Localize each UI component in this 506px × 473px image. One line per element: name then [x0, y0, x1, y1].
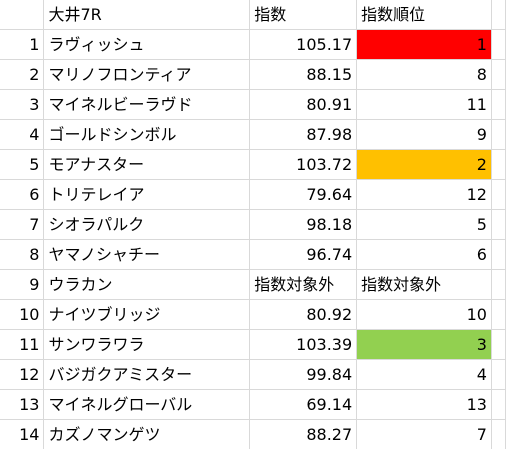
rank-header-cell[interactable]: 指数順位 — [356, 0, 492, 30]
row-number-cell[interactable]: 1 — [0, 29, 45, 60]
score-cell[interactable]: 96.74 — [249, 239, 358, 270]
data-grid: 大井7R 指数 指数順位 1 ラヴィッシュ 105.17 1 2 マリノフロンティア 88.… — [0, 0, 506, 449]
rank-cell[interactable]: 8 — [356, 59, 492, 90]
horse-name-cell[interactable]: ラヴィッシュ — [43, 29, 251, 60]
rank-cell[interactable]: 10 — [356, 299, 492, 330]
horse-name-cell[interactable]: サンワラワラ — [43, 329, 251, 360]
score-cell[interactable]: 87.98 — [249, 119, 358, 150]
table-row: 4 ゴールドシンボル 87.98 9 — [0, 119, 506, 150]
horse-name-cell[interactable]: バジガクアミスター — [43, 359, 251, 390]
empty-cell[interactable] — [491, 269, 506, 300]
rank-cell[interactable]: 6 — [356, 239, 492, 270]
empty-cell[interactable] — [491, 209, 506, 240]
rank-cell[interactable]: 指数対象外 — [356, 269, 492, 300]
table-row: 12 バジガクアミスター 99.84 4 — [0, 359, 506, 390]
horse-name-cell[interactable]: マイネルビーラヴド — [43, 89, 251, 120]
horse-name-cell[interactable]: モアナスター — [43, 149, 251, 180]
table-row: 9 ウラカン 指数対象外 指数対象外 — [0, 269, 506, 300]
score-cell[interactable]: 88.15 — [249, 59, 358, 90]
empty-cell[interactable] — [491, 149, 506, 180]
score-cell[interactable]: 98.18 — [249, 209, 358, 240]
row-number-cell[interactable]: 3 — [0, 89, 45, 120]
empty-cell[interactable] — [491, 419, 506, 449]
horse-name-cell[interactable]: シオラパルク — [43, 209, 251, 240]
row-number-cell[interactable]: 13 — [0, 389, 45, 420]
race-title-cell[interactable]: 大井7R — [43, 0, 251, 30]
row-number-cell[interactable]: 5 — [0, 149, 45, 180]
row-number-cell[interactable]: 12 — [0, 359, 45, 390]
empty-cell[interactable] — [491, 239, 506, 270]
horse-name-cell[interactable]: ウラカン — [43, 269, 251, 300]
score-header-cell[interactable]: 指数 — [249, 0, 358, 30]
empty-cell[interactable] — [491, 359, 506, 390]
row-number-cell[interactable]: 8 — [0, 239, 45, 270]
empty-cell[interactable] — [491, 0, 506, 30]
table-row: 2 マリノフロンティア 88.15 8 — [0, 59, 506, 90]
rank-cell[interactable]: 11 — [356, 89, 492, 120]
table-row: 5 モアナスター 103.72 2 — [0, 149, 506, 180]
rank-cell[interactable]: 5 — [356, 209, 492, 240]
row-number-cell[interactable]: 2 — [0, 59, 45, 90]
horse-name-cell[interactable]: トリテレイア — [43, 179, 251, 210]
table-row: 13 マイネルグローバル 69.14 13 — [0, 389, 506, 420]
rank-cell[interactable]: 12 — [356, 179, 492, 210]
row-number-cell[interactable] — [0, 0, 45, 30]
empty-cell[interactable] — [491, 29, 506, 60]
rank-cell[interactable]: 7 — [356, 419, 492, 449]
rank-cell[interactable]: 9 — [356, 119, 492, 150]
row-number-cell[interactable]: 14 — [0, 419, 45, 449]
table-row: 14 カズノマンゲツ 88.27 7 — [0, 419, 506, 449]
row-number-cell[interactable]: 4 — [0, 119, 45, 150]
table-row: 7 シオラパルク 98.18 5 — [0, 209, 506, 240]
row-number-cell[interactable]: 7 — [0, 209, 45, 240]
horse-name-cell[interactable]: マリノフロンティア — [43, 59, 251, 90]
rank-cell[interactable]: 1 — [356, 29, 492, 60]
horse-name-cell[interactable]: ナイツブリッジ — [43, 299, 251, 330]
table-row: 11 サンワラワラ 103.39 3 — [0, 329, 506, 360]
score-cell[interactable]: 103.72 — [249, 149, 358, 180]
table-row: 10 ナイツブリッジ 80.92 10 — [0, 299, 506, 330]
rank-cell[interactable]: 13 — [356, 389, 492, 420]
score-cell[interactable]: 99.84 — [249, 359, 358, 390]
header-row: 大井7R 指数 指数順位 — [0, 0, 506, 30]
score-cell[interactable]: 80.92 — [249, 299, 358, 330]
horse-name-cell[interactable]: カズノマンゲツ — [43, 419, 251, 449]
score-cell[interactable]: 79.64 — [249, 179, 358, 210]
horse-name-cell[interactable]: ゴールドシンボル — [43, 119, 251, 150]
row-number-cell[interactable]: 9 — [0, 269, 45, 300]
score-cell[interactable]: 88.27 — [249, 419, 358, 449]
row-number-cell[interactable]: 10 — [0, 299, 45, 330]
empty-cell[interactable] — [491, 119, 506, 150]
empty-cell[interactable] — [491, 389, 506, 420]
horse-name-cell[interactable]: マイネルグローバル — [43, 389, 251, 420]
score-cell[interactable]: 80.91 — [249, 89, 358, 120]
empty-cell[interactable] — [491, 299, 506, 330]
rank-cell[interactable]: 4 — [356, 359, 492, 390]
row-number-cell[interactable]: 6 — [0, 179, 45, 210]
table-row: 1 ラヴィッシュ 105.17 1 — [0, 29, 506, 60]
table-row: 6 トリテレイア 79.64 12 — [0, 179, 506, 210]
rank-cell[interactable]: 3 — [356, 329, 492, 360]
empty-cell[interactable] — [491, 179, 506, 210]
table-row: 8 ヤマノシャチー 96.74 6 — [0, 239, 506, 270]
horse-name-cell[interactable]: ヤマノシャチー — [43, 239, 251, 270]
score-cell[interactable]: 103.39 — [249, 329, 358, 360]
score-cell[interactable]: 105.17 — [249, 29, 358, 60]
empty-cell[interactable] — [491, 329, 506, 360]
rank-cell[interactable]: 2 — [356, 149, 492, 180]
table-row: 3 マイネルビーラヴド 80.91 11 — [0, 89, 506, 120]
score-cell[interactable]: 69.14 — [249, 389, 358, 420]
score-cell[interactable]: 指数対象外 — [249, 269, 358, 300]
empty-cell[interactable] — [491, 89, 506, 120]
row-number-cell[interactable]: 11 — [0, 329, 45, 360]
empty-cell[interactable] — [491, 59, 506, 90]
